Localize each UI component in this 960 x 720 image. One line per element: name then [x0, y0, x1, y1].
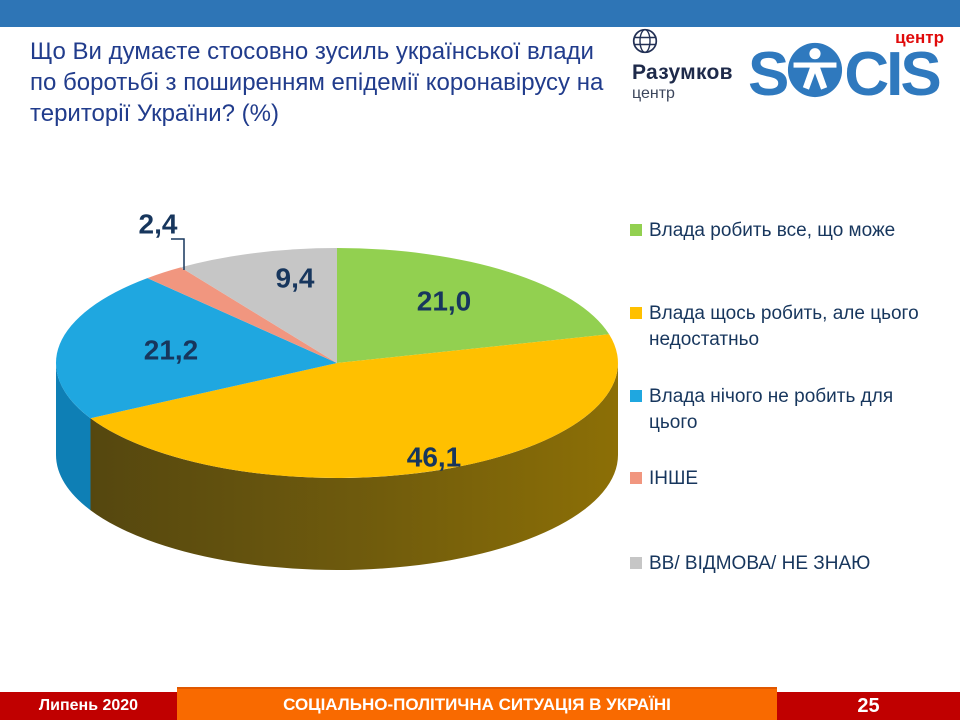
legend-label: Влада робить все, що може — [649, 220, 896, 241]
legend-item: ВВ/ ВІДМОВА/ НЕ ЗНАЮ — [630, 551, 937, 577]
slide-title-line: Що Ви думаєте стосовно зусиль українсько… — [30, 38, 594, 65]
pie-data-label: 9,4 — [276, 262, 315, 293]
legend-label: ІНШЕ — [649, 468, 699, 489]
socis-sub-label: центр — [895, 28, 944, 47]
label-leader-line — [171, 238, 185, 270]
pie-data-label: 46,1 — [407, 441, 462, 472]
socis-letters-cis: CIS — [844, 39, 941, 109]
pie-slice-3 — [147, 267, 337, 363]
legend-swatch-pink — [630, 472, 642, 484]
pie-slice-4 — [180, 247, 337, 363]
legend-item: Влада нічого не робить для цього — [630, 384, 937, 436]
pie-slice-1 — [90, 334, 618, 478]
footer-page-number: 25 — [777, 692, 960, 720]
slide-title-line: по боротьбі з поширенням епідемії корона… — [30, 69, 604, 96]
pie-slice-0 — [337, 248, 610, 363]
globe-icon — [632, 28, 658, 58]
socis-letter-s: S — [748, 39, 789, 109]
legend-item: Влада щось робить, але цього недостатньо — [630, 301, 937, 353]
pie-side-2 — [56, 363, 91, 511]
razumkov-name: Разумков — [632, 61, 733, 84]
pie-slice-2 — [55, 278, 337, 419]
pie-data-label: 21,2 — [144, 334, 199, 365]
legend-item: Влада робить все, що може — [630, 218, 937, 244]
socis-person-icon — [786, 42, 844, 107]
footer-title: СОЦІАЛЬНО-ПОЛІТИЧНА СИТУАЦІЯ В УКРАЇНІ — [177, 687, 777, 720]
legend-swatch-gray — [630, 557, 642, 569]
legend-label: Влада нічого не робить для цього — [649, 386, 894, 433]
socis-logo: центр S CIS — [748, 28, 948, 108]
pie-side-1 — [90, 363, 618, 570]
legend-label: Влада щось робить, але цього недостатньо — [649, 303, 919, 350]
slide-title: Що Ви думаєте стосовно зусиль українсько… — [30, 36, 640, 129]
pie-data-label: 2,4 — [139, 208, 178, 239]
footer-date: Липень 2020 — [0, 692, 177, 720]
razumkov-logo: Разумков центр — [632, 28, 733, 103]
legend-label: ВВ/ ВІДМОВА/ НЕ ЗНАЮ — [649, 553, 871, 574]
pie-data-label: 21,0 — [417, 285, 472, 316]
socis-wordmark: S CIS — [748, 39, 942, 109]
razumkov-sub: центр — [632, 85, 675, 102]
legend-swatch-green — [630, 224, 642, 236]
legend-swatch-blue — [630, 390, 642, 402]
legend-item: ІНШЕ — [630, 466, 937, 492]
top-accent-bar — [0, 0, 960, 27]
slide-title-line: території України? (%) — [30, 100, 279, 127]
legend-swatch-yellow — [630, 307, 642, 319]
